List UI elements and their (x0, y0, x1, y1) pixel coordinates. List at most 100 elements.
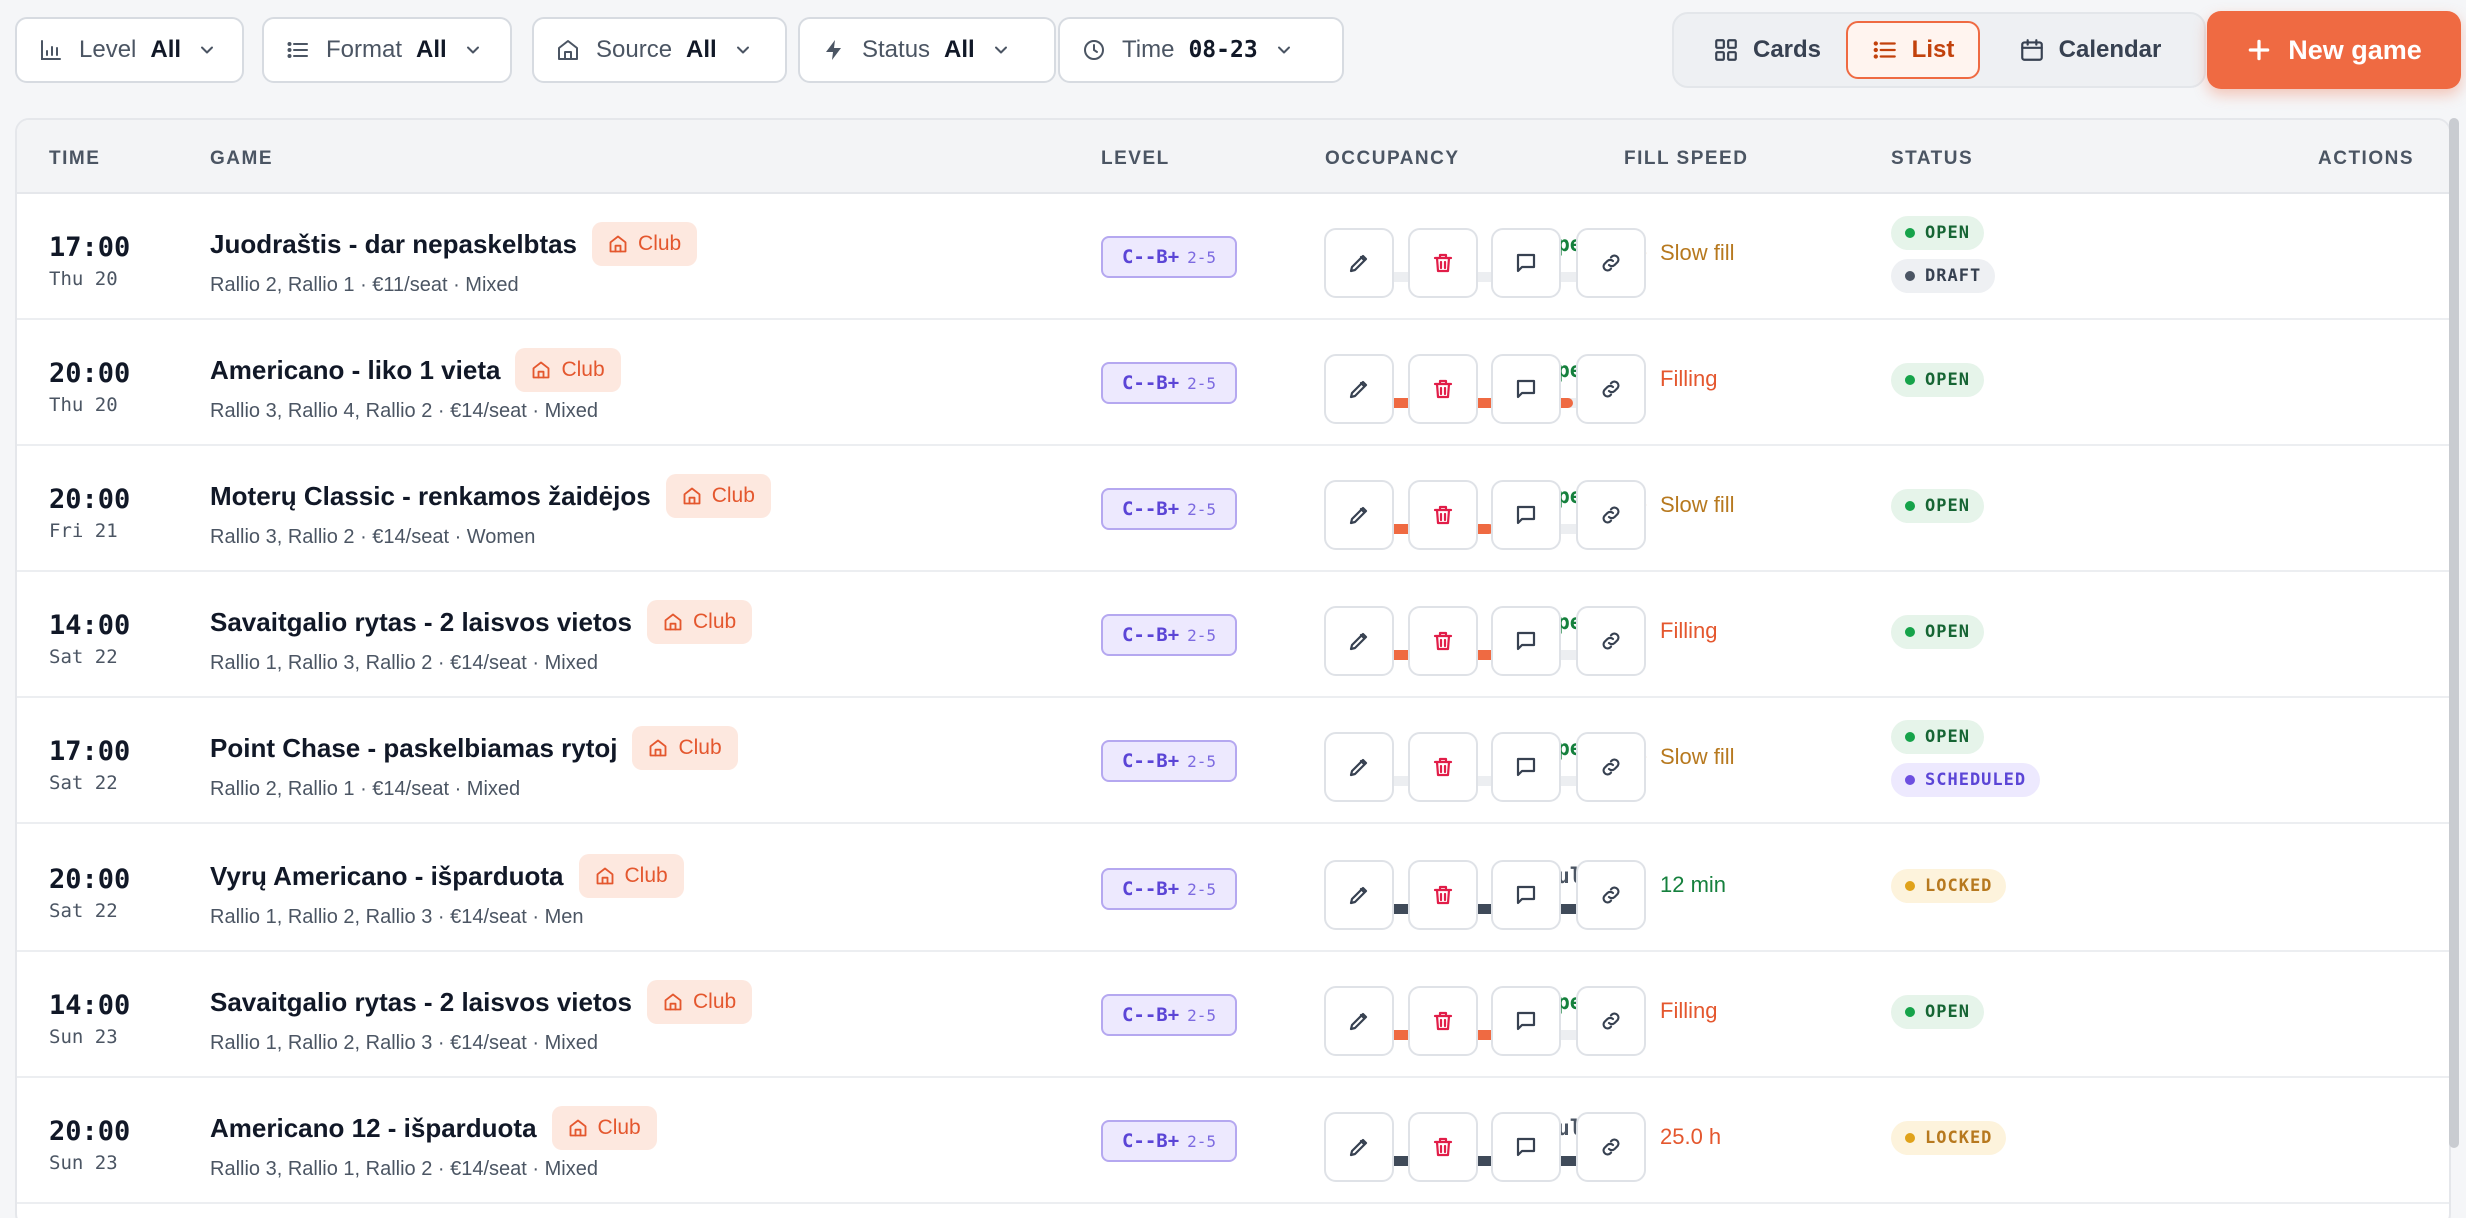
status-label: DRAFT (1925, 266, 1982, 286)
home-icon (683, 487, 701, 505)
home-icon (596, 867, 613, 885)
column-header-occupancy: OCCUPANCY (1325, 148, 1460, 169)
table-row[interactable]: 20:00 Thu 20 Americano - liko 1 vieta Club R… (17, 320, 2449, 446)
edit-icon (1349, 1138, 1368, 1157)
game-title[interactable]: Savaitgalio rytas - 2 laisvos vietos (210, 606, 632, 637)
fill-speed-label: 25.0 h (1660, 1124, 1722, 1149)
view-toggle: Cards List Calendar (1672, 12, 2206, 88)
game-title[interactable]: Point Chase - paskelbiamas rytoj (210, 732, 618, 763)
link-button[interactable] (1576, 986, 1646, 1056)
filter-source[interactable]: Source All (532, 17, 787, 83)
trash-icon (1433, 885, 1453, 905)
game-title[interactable]: Americano - liko 1 vieta (210, 354, 501, 385)
trash-button[interactable] (1408, 228, 1478, 298)
message-icon (1516, 253, 1536, 273)
source-label: Club (561, 358, 605, 381)
scrollbar[interactable] (2449, 118, 2459, 1148)
status-badge: OPEN (1891, 720, 1984, 754)
level-range: 2-5 (1187, 247, 1217, 267)
message-button[interactable] (1491, 606, 1561, 676)
table-row[interactable]: 17:00 Sat 22 Point Chase - paskelbiamas ry… (17, 698, 2449, 824)
game-title[interactable]: Moterų Classic - renkamos žaidėjos (210, 480, 651, 511)
message-button[interactable] (1491, 228, 1561, 298)
message-button[interactable] (1491, 732, 1561, 802)
home-icon (664, 613, 682, 631)
trash-button[interactable] (1408, 1112, 1478, 1182)
edit-button[interactable] (1324, 1112, 1394, 1182)
edit-button[interactable] (1324, 986, 1394, 1056)
level-value: C--B+ (1121, 624, 1180, 646)
view-list-button[interactable]: List (1846, 21, 1980, 79)
table-row[interactable]: 20:00 Fri 21 Moterų Classic - renkamos žai… (17, 446, 2449, 572)
filter-format-value: All (416, 36, 447, 63)
bar-chart-icon (41, 40, 61, 60)
message-icon (1516, 757, 1536, 777)
edit-button[interactable] (1324, 354, 1394, 424)
grid-icon (1715, 39, 1737, 61)
message-button[interactable] (1491, 860, 1561, 930)
edit-button[interactable] (1324, 480, 1394, 550)
edit-button[interactable] (1324, 606, 1394, 676)
game-title[interactable]: Americano 12 - išparduota (210, 1112, 537, 1143)
game-title[interactable]: Juodraštis - dar nepaskelbtas (210, 228, 578, 259)
level-badge: C--B+ 2-5 (1101, 1120, 1237, 1162)
status-badge: OPEN (1891, 489, 1984, 523)
game-title-line: Juodraštis - dar nepaskelbtas Club (210, 221, 698, 267)
edit-button[interactable] (1324, 732, 1394, 802)
table-row[interactable]: 17:00 Thu 20 Juodraštis - dar nepaskelbtas… (17, 194, 2449, 320)
edit-icon (1349, 758, 1368, 777)
link-button[interactable] (1576, 606, 1646, 676)
home-icon (558, 40, 578, 60)
table-row[interactable]: 14:00 Sun 23 Savaitgalio rytas - 2 laisvos… (17, 952, 2449, 1078)
level-range: 2-5 (1187, 879, 1217, 899)
filter-status[interactable]: Status All (798, 17, 1056, 83)
trash-button[interactable] (1408, 354, 1478, 424)
link-button[interactable] (1576, 354, 1646, 424)
fill-speed: Filling (1624, 364, 1717, 394)
filter-time[interactable]: Time 08-23 (1058, 17, 1344, 83)
status-dot (1905, 375, 1915, 385)
trash-icon (1433, 757, 1453, 777)
message-button[interactable] (1491, 1112, 1561, 1182)
game-details: Rallio 2, Rallio 1 · €11/seat · Mixed (210, 274, 519, 296)
view-cards-button[interactable]: Cards (1692, 21, 1842, 79)
link-button[interactable] (1576, 228, 1646, 298)
edit-button[interactable] (1324, 860, 1394, 930)
home-icon (664, 993, 682, 1011)
table-row[interactable]: 14:00 Sat 22 Savaitgalio rytas - 2 laisvos… (17, 572, 2449, 698)
link-button[interactable] (1576, 732, 1646, 802)
game-title-line: Americano 12 - išparduota Club (210, 1105, 657, 1151)
game-title[interactable]: Savaitgalio rytas - 2 laisvos vietos (210, 986, 632, 1017)
link-button[interactable] (1576, 860, 1646, 930)
view-calendar-button[interactable]: Calendar (1988, 21, 2192, 79)
edit-icon (1349, 380, 1368, 399)
new-game-button[interactable]: New game (2207, 11, 2461, 89)
status-label: SCHEDULED (1925, 770, 2027, 790)
level-badge: C--B+ 2-5 (1101, 740, 1237, 782)
trash-button[interactable] (1408, 986, 1478, 1056)
message-button[interactable] (1491, 354, 1561, 424)
game-title[interactable]: Vyrų Americano - išparduota (210, 860, 564, 891)
status-dot (1905, 228, 1915, 238)
games-table: TIME GAME LEVEL OCCUPANCY FILL SPEED STA… (15, 118, 2451, 1218)
status-badge: OPEN (1891, 995, 1984, 1029)
trash-button[interactable] (1408, 480, 1478, 550)
table-row[interactable]: 20:00 Sat 22 Vyrų Americano - išparduota Cl… (17, 826, 2449, 952)
status-badges: LOCKED (1891, 869, 2007, 912)
filter-format[interactable]: Format All (262, 17, 512, 83)
filter-level[interactable]: Level All (15, 17, 244, 83)
link-button[interactable] (1576, 1112, 1646, 1182)
trash-button[interactable] (1408, 860, 1478, 930)
trash-button[interactable] (1408, 732, 1478, 802)
message-button[interactable] (1491, 986, 1561, 1056)
table-row[interactable]: 20:00 Sun 23 Americano 12 - išparduota Club… (17, 1078, 2449, 1204)
trash-button[interactable] (1408, 606, 1478, 676)
message-button[interactable] (1491, 480, 1561, 550)
filter-source-value: All (686, 36, 717, 63)
status-label: OPEN (1925, 1002, 1970, 1022)
fill-speed-label: Slow fill (1660, 240, 1735, 265)
fill-speed-label: Slow fill (1660, 492, 1735, 517)
source-badge: Club (592, 222, 698, 266)
edit-button[interactable] (1324, 228, 1394, 298)
link-button[interactable] (1576, 480, 1646, 550)
